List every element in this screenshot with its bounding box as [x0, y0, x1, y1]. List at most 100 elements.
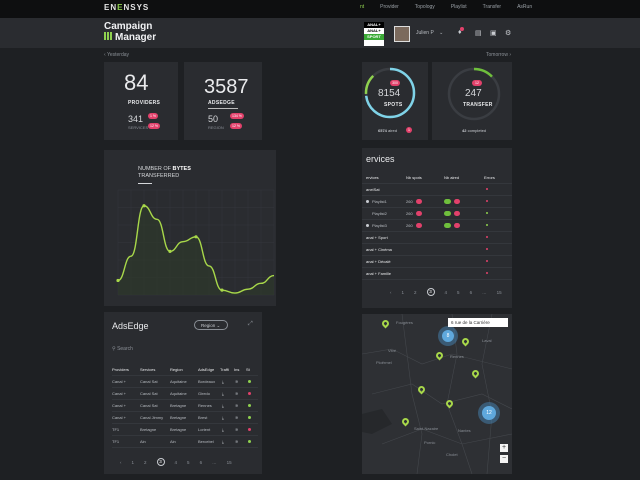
- table-row[interactable]: TF1 Ain Ain Bercebel ⤓ ≋: [112, 436, 258, 448]
- service-name: anal + Sport: [366, 235, 388, 240]
- yesterday-link[interactable]: ‹ Yesterday: [104, 52, 130, 58]
- rss-icon[interactable]: ≋: [235, 439, 239, 444]
- zoom-in-button[interactable]: +: [500, 444, 508, 452]
- region-dropdown[interactable]: Region ⌄: [194, 320, 228, 330]
- map-label: Pornic: [424, 440, 436, 445]
- status-dot: [486, 188, 488, 190]
- data-point[interactable]: [142, 204, 146, 208]
- table-cell: Brest: [198, 415, 208, 420]
- tomorrow-link[interactable]: Tomorrow ›: [486, 52, 512, 58]
- pager-page[interactable]: 6: [199, 460, 203, 465]
- map-label: Saint-Nazaire: [414, 426, 439, 431]
- status-dot: [248, 428, 251, 431]
- pager-current[interactable]: 3: [156, 458, 165, 466]
- download-icon[interactable]: ⤓: [222, 379, 224, 384]
- download-icon[interactable]: ⤓: [222, 427, 224, 432]
- pager-page[interactable]: 15: [496, 290, 502, 295]
- map-roads: [362, 314, 512, 474]
- service-name: anelSat: [366, 187, 380, 192]
- spots-badge: [416, 210, 422, 216]
- nav-item-topology[interactable]: Topology: [414, 4, 435, 10]
- table-row[interactable]: anal + Sport: [362, 232, 512, 244]
- table-cell: Canal +: [112, 391, 126, 396]
- spots-value: 8154: [378, 88, 401, 99]
- table-header-row: ervices Nb spots Nb aired Errors: [362, 172, 512, 184]
- data-point[interactable]: [116, 278, 120, 283]
- map-label: Laval: [482, 338, 492, 343]
- download-icon[interactable]: ⤓: [222, 439, 224, 444]
- pager-page[interactable]: 6: [469, 290, 473, 295]
- adsedge-badge-2: 12 %: [230, 123, 242, 129]
- table-row[interactable]: Canal + Canal Sat Bretagne Rennes ⤓ ≋: [112, 400, 258, 412]
- data-point[interactable]: [194, 235, 198, 239]
- download-icon[interactable]: ⤓: [222, 403, 224, 408]
- table-row[interactable]: anal + Décalé: [362, 256, 512, 268]
- nav-item-transfer[interactable]: Transfer: [482, 4, 502, 10]
- pager-page[interactable]: 2: [144, 460, 147, 465]
- zoom-out-button[interactable]: −: [500, 455, 508, 463]
- nav-item-playlist[interactable]: Playlist: [450, 4, 467, 10]
- data-point[interactable]: [220, 288, 224, 292]
- spots-footer: 6574 aired: [378, 128, 397, 133]
- pager-page[interactable]: 1: [401, 290, 405, 295]
- gear-icon[interactable]: ⚙: [505, 30, 512, 37]
- enensys-logo[interactable]: ENENSYS: [104, 3, 150, 12]
- table-cell: TF1: [112, 427, 120, 432]
- service-name: Playlist2: [372, 211, 387, 216]
- pager-page[interactable]: 4: [444, 290, 448, 295]
- pager-current[interactable]: 3: [426, 288, 435, 296]
- table-row[interactable]: TF1 Bretagne Bretagne Lorient ⤓ ≋: [112, 424, 258, 436]
- region-label: REGION: [208, 125, 224, 130]
- pager-prev[interactable]: ‹: [120, 460, 122, 465]
- transfer-footer: 42 completed: [462, 128, 487, 133]
- rss-icon[interactable]: ≋: [235, 415, 239, 420]
- map-cluster[interactable]: 8: [442, 330, 454, 342]
- service-name: Playlist1: [372, 199, 387, 204]
- rss-icon[interactable]: ≋: [235, 379, 239, 384]
- nav-item-asrun[interactable]: AsRun: [517, 4, 533, 10]
- username[interactable]: Julien P ⌄: [416, 30, 444, 36]
- download-icon[interactable]: ⤓: [222, 391, 224, 396]
- rss-icon[interactable]: ≋: [235, 427, 239, 432]
- table-row[interactable]: Canal + Canal Sat Aquitaine Bordeaux ⤓ ≋: [112, 376, 258, 388]
- table-row[interactable]: Canal + Canal Sat Aquitaine Giredo ⤓ ≋: [112, 388, 258, 400]
- table-row[interactable]: Playlist2 260: [362, 208, 512, 220]
- adsedge-search-input[interactable]: ⚲ Search: [112, 346, 133, 352]
- pager-page[interactable]: 5: [187, 460, 190, 465]
- avatar[interactable]: [394, 26, 410, 42]
- document-icon[interactable]: ▤: [475, 30, 482, 37]
- pager-page[interactable]: 1: [131, 460, 135, 465]
- data-point[interactable]: [168, 249, 172, 253]
- services-label: SERVICES: [128, 125, 149, 130]
- table-cell: Canal Sat: [140, 379, 158, 384]
- table-row[interactable]: anelSat: [362, 184, 512, 196]
- table-row[interactable]: Playlist1 260: [362, 196, 512, 208]
- pager-page[interactable]: 5: [457, 290, 460, 295]
- status-dot: [486, 236, 488, 238]
- pager-page[interactable]: 15: [226, 460, 232, 465]
- chart-title: NUMBER OF BYTES TRANSFERRED: [138, 166, 191, 179]
- bars-icon: [104, 32, 113, 40]
- rss-icon[interactable]: ≋: [235, 403, 239, 408]
- nav-item-provider[interactable]: Provider: [380, 4, 399, 10]
- bullet-icon: [366, 200, 369, 203]
- table-row[interactable]: anal + Cinéma: [362, 244, 512, 256]
- pager-page[interactable]: 4: [174, 460, 178, 465]
- save-icon[interactable]: ▣: [490, 30, 497, 37]
- table-row[interactable]: Canal + Canal Jimmy Bretagne Brest ⤓ ≋: [112, 412, 258, 424]
- aired-error-badge: [454, 198, 460, 204]
- map-search-input[interactable]: 6 rue de la Carrière: [448, 318, 508, 327]
- channel-logo[interactable]: ANAL+ ANAL+ SPORT: [364, 22, 384, 46]
- table-row[interactable]: anal + Famille: [362, 268, 512, 280]
- table-row[interactable]: Playlist3 260: [362, 220, 512, 232]
- expand-icon[interactable]: ⤢: [248, 321, 253, 327]
- bell-icon[interactable]: ♦: [458, 27, 463, 36]
- map-cluster[interactable]: 12: [482, 406, 496, 420]
- pager-page[interactable]: 2: [414, 290, 417, 295]
- rss-icon[interactable]: ≋: [235, 391, 239, 396]
- download-icon[interactable]: ⤓: [222, 415, 224, 420]
- table-cell: Bercebel: [198, 439, 214, 444]
- region-map[interactable]: Fougères Rennes Laval Vitré Ploërmel Nan…: [362, 314, 512, 474]
- nav-item-nt[interactable]: nt: [360, 4, 365, 10]
- pager-prev[interactable]: ‹: [390, 290, 392, 295]
